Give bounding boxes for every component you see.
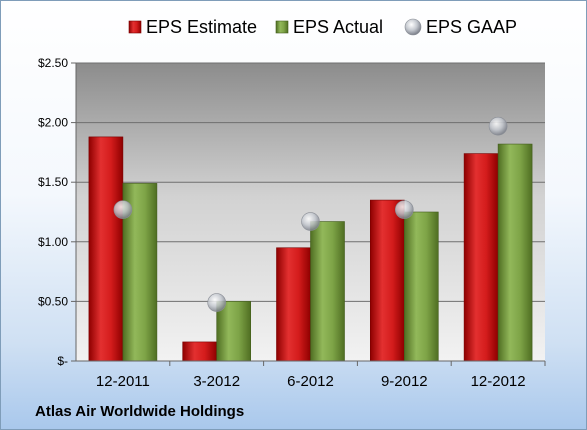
- legend-label: EPS Estimate: [146, 17, 257, 37]
- bar-eps-actual: [403, 211, 439, 362]
- y-tick-label: $-: [57, 354, 68, 368]
- y-tick-label: $1.00: [38, 235, 68, 249]
- marker-eps-gaap: [394, 200, 414, 219]
- x-tick-label: 12-2012: [471, 373, 526, 390]
- legend-swatch: [404, 18, 422, 36]
- bar-eps-estimate: [369, 199, 405, 362]
- y-tick-label: $1.50: [38, 175, 68, 189]
- y-tick-label: $2.00: [38, 116, 68, 130]
- bar-eps-actual: [310, 221, 345, 362]
- bar-eps-estimate: [463, 153, 499, 362]
- legend-swatch: [275, 20, 289, 34]
- marker-eps-gaap: [113, 200, 133, 219]
- bar-eps-estimate: [276, 247, 311, 362]
- legend-label: EPS Actual: [293, 17, 383, 37]
- company-name: Atlas Air Worldwide Holdings: [35, 403, 245, 420]
- x-tick-label: 6-2012: [287, 373, 334, 390]
- y-tick-label: $0.50: [38, 294, 68, 308]
- marker-eps-gaap: [207, 293, 226, 312]
- legend-swatch: [128, 20, 142, 34]
- bar-eps-actual: [497, 143, 533, 362]
- x-tick-label: 9-2012: [381, 373, 428, 390]
- bar-eps-estimate: [182, 341, 217, 362]
- bar-eps-estimate: [88, 136, 124, 362]
- marker-eps-gaap: [488, 116, 508, 136]
- x-tick-label: 12-2011: [96, 373, 150, 390]
- x-tick-label: 3-2012: [193, 373, 240, 390]
- legend-label: EPS GAAP: [426, 17, 517, 37]
- marker-eps-gaap: [301, 212, 320, 231]
- y-tick-label: $2.50: [38, 56, 68, 70]
